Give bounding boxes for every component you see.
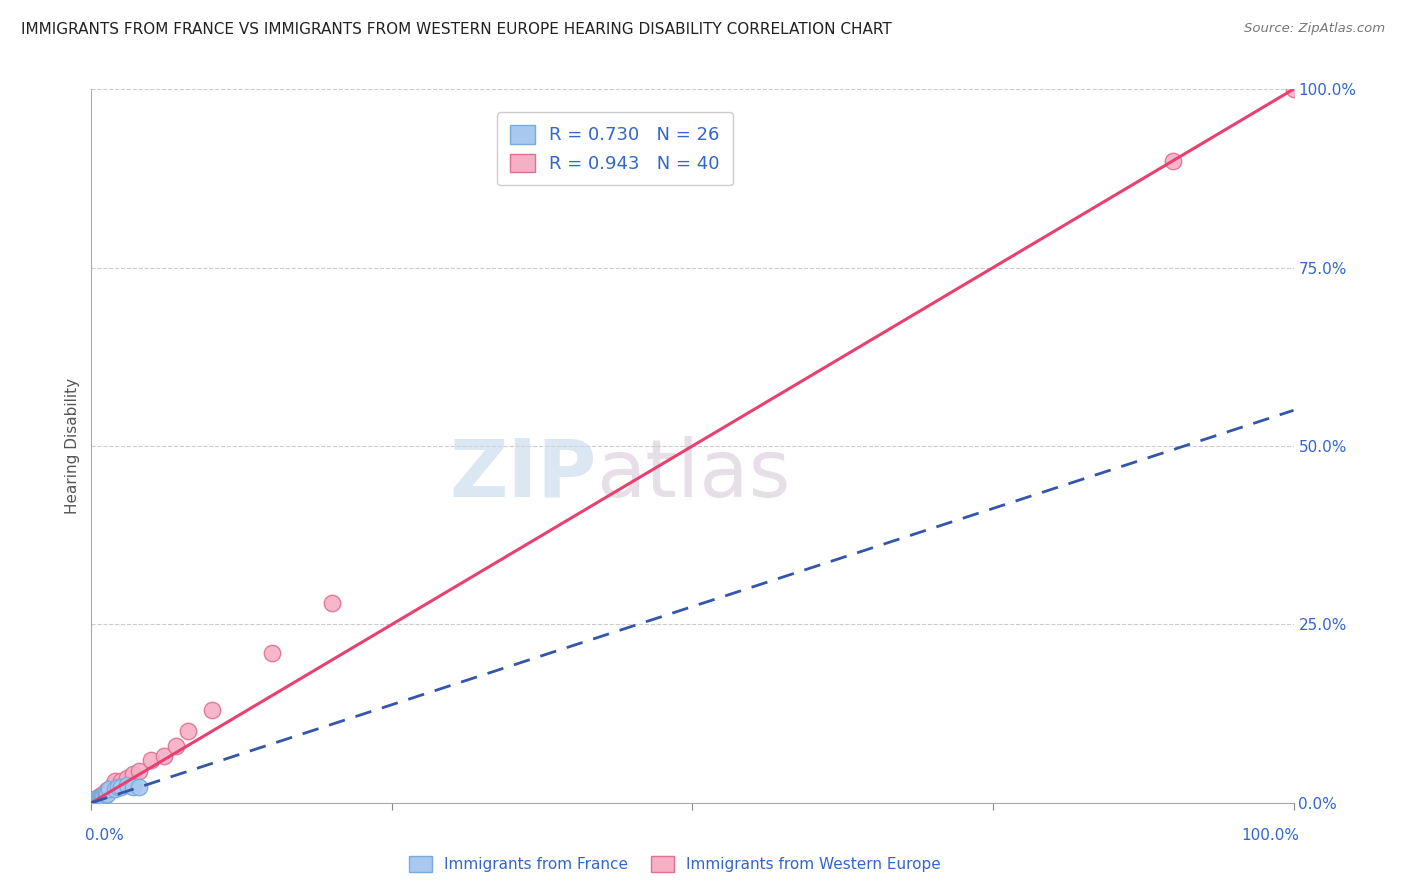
Point — [84, 792, 107, 806]
Point — [90, 790, 112, 805]
Point — [122, 767, 145, 781]
Point — [84, 794, 107, 808]
Point — [84, 793, 107, 807]
Point — [87, 790, 110, 805]
Point — [82, 794, 104, 808]
Point — [110, 780, 132, 794]
Point — [101, 778, 124, 792]
Point — [93, 789, 115, 803]
Point — [1282, 82, 1305, 96]
Point — [98, 781, 121, 796]
Point — [110, 774, 132, 789]
Point — [84, 792, 107, 806]
Point — [90, 790, 112, 805]
Point — [86, 791, 108, 805]
Point — [98, 781, 121, 796]
Point — [87, 792, 110, 806]
Point — [91, 789, 114, 804]
Legend: R = 0.730   N = 26, R = 0.943   N = 40: R = 0.730 N = 26, R = 0.943 N = 40 — [498, 112, 733, 186]
Point — [260, 646, 283, 660]
Text: atlas: atlas — [596, 435, 790, 514]
Point — [84, 794, 107, 808]
Point — [96, 783, 118, 797]
Point — [93, 789, 115, 803]
Point — [117, 771, 139, 785]
Point — [86, 792, 108, 806]
Point — [94, 785, 117, 799]
Point — [89, 790, 111, 805]
Text: IMMIGRANTS FROM FRANCE VS IMMIGRANTS FROM WESTERN EUROPE HEARING DISABILITY CORR: IMMIGRANTS FROM FRANCE VS IMMIGRANTS FRO… — [21, 22, 891, 37]
Point — [104, 781, 127, 796]
Point — [83, 794, 105, 808]
Point — [84, 791, 107, 805]
Point — [176, 724, 198, 739]
Point — [104, 774, 127, 789]
Point — [86, 790, 108, 805]
Point — [82, 795, 104, 809]
Point — [107, 780, 129, 794]
Point — [128, 764, 150, 778]
Point — [84, 793, 107, 807]
Point — [89, 789, 111, 804]
Y-axis label: Hearing Disability: Hearing Disability — [65, 378, 80, 514]
Text: ZIP: ZIP — [449, 435, 596, 514]
Point — [87, 790, 110, 805]
Point — [321, 596, 343, 610]
Legend: Immigrants from France, Immigrants from Western Europe: Immigrants from France, Immigrants from … — [401, 848, 949, 880]
Point — [91, 788, 114, 802]
Point — [90, 789, 112, 803]
Point — [82, 795, 104, 809]
Point — [86, 793, 108, 807]
Point — [128, 780, 150, 794]
Point — [84, 794, 107, 808]
Point — [96, 787, 118, 801]
Point — [1161, 153, 1184, 168]
Point — [93, 787, 115, 801]
Text: 0.0%: 0.0% — [86, 828, 124, 843]
Point — [93, 787, 115, 801]
Point — [93, 787, 115, 801]
Point — [90, 790, 112, 805]
Point — [94, 788, 117, 802]
Text: 100.0%: 100.0% — [1241, 828, 1299, 843]
Point — [117, 778, 139, 792]
Point — [91, 790, 114, 805]
Point — [87, 791, 110, 805]
Point — [152, 749, 174, 764]
Point — [84, 793, 107, 807]
Point — [83, 794, 105, 808]
Point — [165, 739, 187, 753]
Point — [122, 780, 145, 794]
Point — [83, 794, 105, 808]
Point — [201, 703, 224, 717]
Point — [141, 753, 163, 767]
Text: Source: ZipAtlas.com: Source: ZipAtlas.com — [1244, 22, 1385, 36]
Point — [89, 791, 111, 805]
Point — [83, 794, 105, 808]
